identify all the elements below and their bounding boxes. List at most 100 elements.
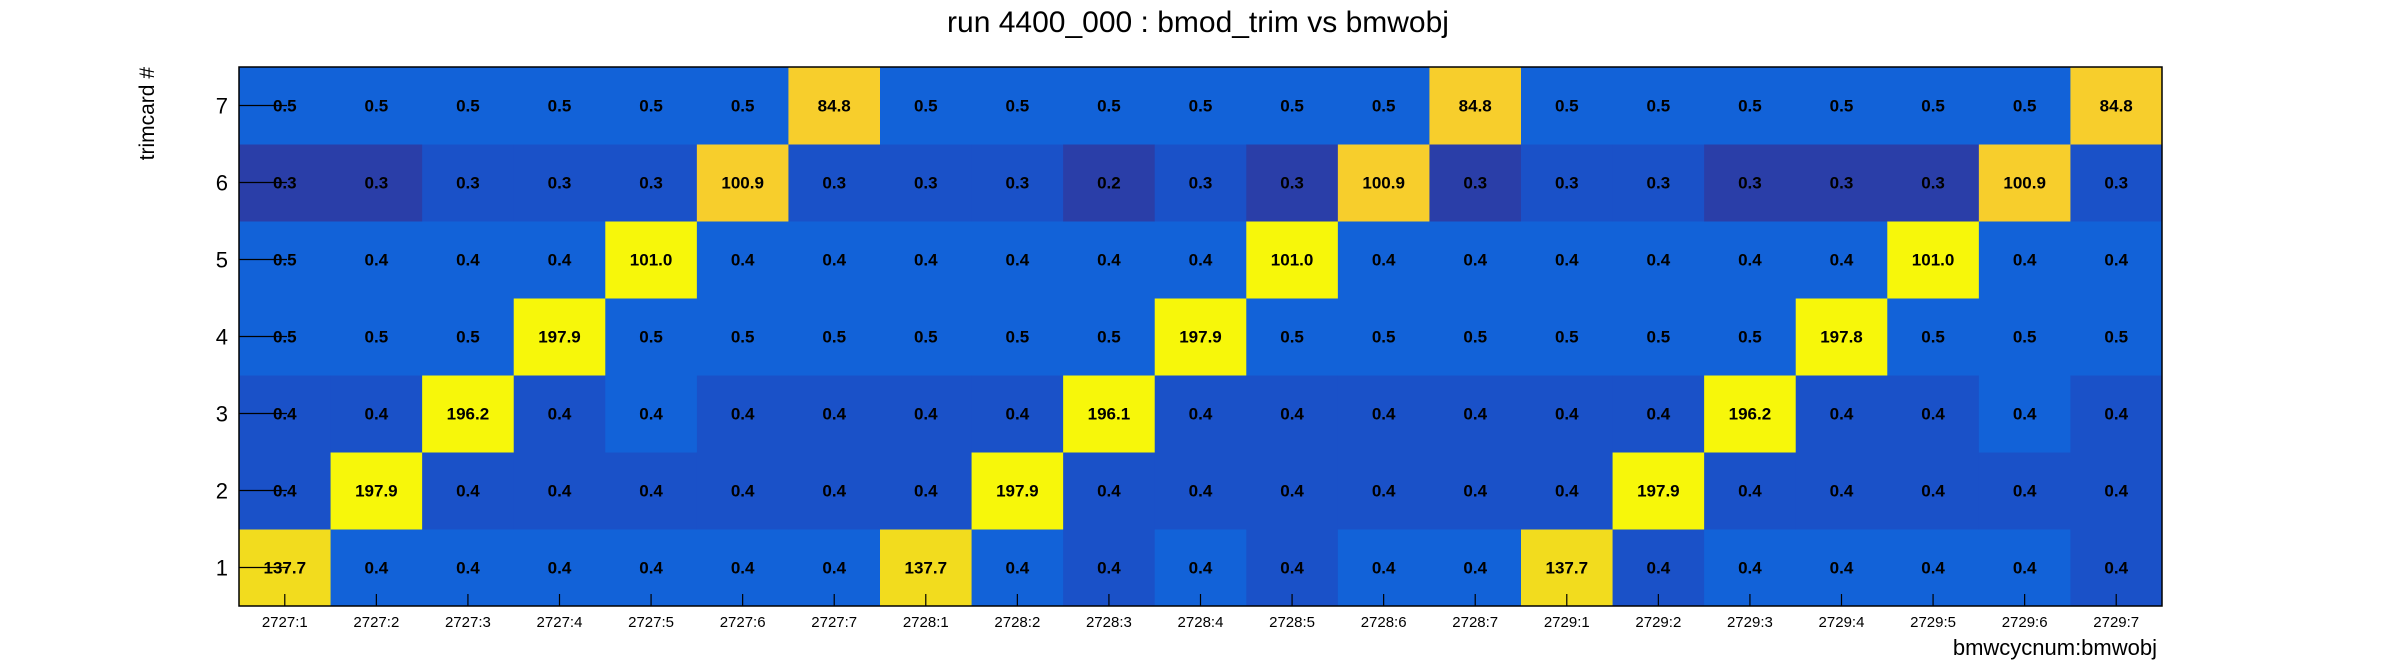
heatmap-cell [1704,375,1797,453]
cell-value-label: 0.5 [1555,97,1579,116]
heatmap-cell [1337,221,1430,299]
cell-value-label: 0.3 [822,174,846,193]
x-tick-label: 2729:7 [2093,614,2139,631]
cell-value-label: 0.4 [1830,251,1854,270]
heatmap-cell [1795,298,1888,376]
cell-value-label: 0.4 [1647,405,1671,424]
cell-value-label: 0.4 [1189,482,1213,501]
cell-value-label: 0.5 [1647,97,1671,116]
heatmap-cell [1887,529,1980,607]
cell-value-label: 0.5 [2104,328,2128,347]
cell-value-label: 0.5 [2013,328,2037,347]
heatmap-cell [971,298,1064,376]
cell-value-label: 0.4 [1372,482,1396,501]
heatmap-cell [696,144,789,222]
heatmap-cell [1063,529,1156,607]
cell-value-label: 0.5 [1280,328,1304,347]
cell-value-label: 0.4 [914,482,938,501]
heatmap-cell [696,221,789,299]
heatmap-cell [513,375,606,453]
cell-value-label: 0.5 [1097,328,1121,347]
heatmap-cell [605,144,698,222]
heatmap-cell [1978,529,2071,607]
cell-value-label: 0.4 [1555,482,1579,501]
heatmap-cell [1429,298,1522,376]
heatmap-cell [330,221,423,299]
heatmap-cell [2070,67,2163,145]
cell-value-label: 0.4 [1463,559,1487,578]
heatmap-cell [1978,452,2071,530]
x-tick-label: 2729:3 [1727,614,1773,631]
cell-value-label: 0.5 [1189,97,1213,116]
cell-value-label: 0.4 [1006,405,1030,424]
x-axis-label: bmwcycnum:bmwobj [1953,635,2157,660]
heatmap-cell [1521,375,1614,453]
heatmap-cell [1337,298,1430,376]
heatmap-cell [330,144,423,222]
cell-value-label: 0.3 [639,174,663,193]
heatmap-cell [1704,298,1797,376]
cell-value-label: 196.2 [447,405,490,424]
heatmap-cell [1521,298,1614,376]
heatmap-cell [2070,221,2163,299]
heatmap-cell [422,529,515,607]
heatmap-cell [605,221,698,299]
heatmap-cell [880,144,973,222]
cell-value-label: 0.3 [914,174,938,193]
cell-value-label: 0.5 [914,328,938,347]
x-tick-label: 2729:5 [1910,614,1956,631]
cell-value-label: 0.4 [731,251,755,270]
cell-value-label: 0.4 [1555,405,1579,424]
cell-value-label: 0.4 [365,251,389,270]
heatmap-cell [788,529,881,607]
cell-value-label: 0.5 [914,97,938,116]
heatmap-cell [1154,144,1247,222]
cell-value-label: 0.4 [2013,405,2037,424]
heatmap-cell [880,529,973,607]
cell-value-label: 0.5 [731,97,755,116]
heatmap-cell [513,298,606,376]
cell-value-label: 100.9 [721,174,764,193]
cell-value-label: 0.4 [731,482,755,501]
heatmap-cell [1612,529,1705,607]
cell-value-label: 0.5 [731,328,755,347]
heatmap-cell [696,452,789,530]
heatmap-cell [422,298,515,376]
heatmap-cell [696,375,789,453]
heatmap-cell [513,529,606,607]
cell-value-label: 0.5 [456,97,480,116]
heatmap-cell [1063,221,1156,299]
heatmap-cell [1063,298,1156,376]
x-tick-label: 2727:3 [445,614,491,631]
heatmap-cell [1978,221,2071,299]
cell-value-label: 0.3 [1555,174,1579,193]
cell-value-label: 0.4 [1738,482,1762,501]
heatmap-cell [513,67,606,145]
heatmap-cell [330,452,423,530]
y-axis: 1 2 3 4 5 6 7 [216,94,287,581]
cell-value-label: 0.4 [1555,251,1579,270]
heatmap-cell [1337,452,1430,530]
heatmap-cell [1612,452,1705,530]
cell-value-label: 0.5 [2013,97,2037,116]
cell-value-label: 0.3 [548,174,572,193]
cell-value-label: 0.4 [2104,251,2128,270]
heatmap-cell [880,375,973,453]
heatmap-cell [422,452,515,530]
heatmap-cell [971,221,1064,299]
heatmap-cell [1978,67,2071,145]
heatmap-cell [1612,298,1705,376]
heatmap-cell [788,67,881,145]
heatmap-cell [1704,67,1797,145]
cell-value-label: 0.4 [822,405,846,424]
cell-value-label: 197.9 [1637,482,1680,501]
cell-value-label: 0.3 [1189,174,1213,193]
x-tick-label: 2729:2 [1635,614,1681,631]
heatmap-cell [1246,298,1339,376]
heatmap-cell [1429,221,1522,299]
cell-value-label: 0.4 [1097,251,1121,270]
heatmap-cell [330,298,423,376]
cell-value-label: 0.4 [365,559,389,578]
x-tick-label: 2727:5 [628,614,674,631]
heatmap-cell [1521,221,1614,299]
